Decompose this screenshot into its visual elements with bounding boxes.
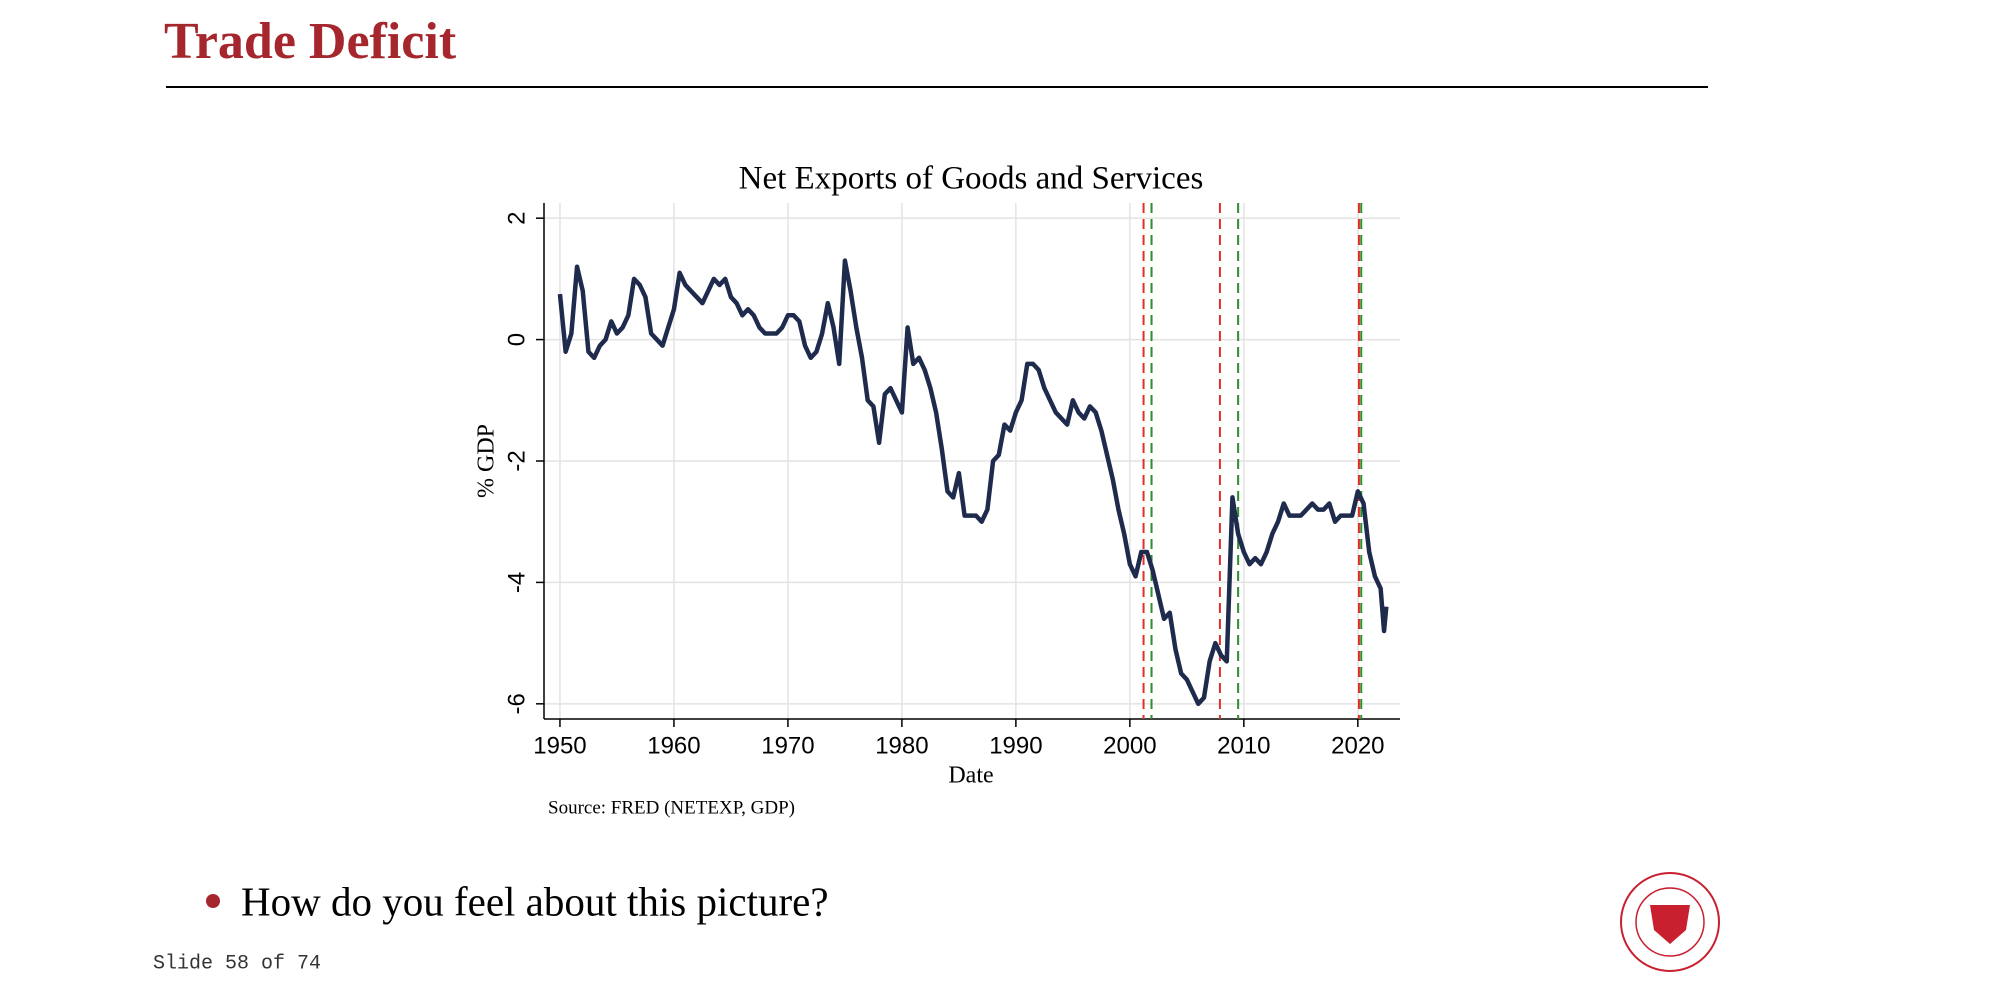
x-tick-label: 1960 (647, 732, 700, 759)
x-tick-label: 2000 (1103, 732, 1156, 759)
bullet-text: How do you feel about this picture? (241, 878, 829, 924)
x-tick-label: 1990 (989, 732, 1042, 759)
slide-title: Trade Deficit (164, 13, 457, 70)
x-tick-label: 1980 (875, 732, 928, 759)
data-line (557, 258, 1389, 707)
x-tick-label: 1970 (761, 732, 814, 759)
x-tick-label: 1950 (533, 732, 586, 759)
x-tick-label: 2010 (1217, 732, 1270, 759)
x-tick-label: 2020 (1331, 732, 1384, 759)
y-tick-label: -6 (503, 693, 530, 714)
bullet-dot (206, 894, 220, 908)
chart-title: Net Exports of Goods and Services (739, 161, 1204, 197)
source-note: Source: FRED (NETEXP, GDP) (548, 797, 795, 818)
y-tick-label: 0 (503, 333, 530, 346)
slide-number: Slide 58 of 74 (153, 952, 321, 975)
y-axis-label: % GDP (474, 424, 500, 498)
y-tick-label: 2 (503, 211, 530, 224)
y-tick-label: -2 (503, 450, 530, 471)
y-tick-label: -4 (503, 572, 530, 593)
x-axis-label: Date (948, 763, 993, 789)
university-logo (1620, 872, 1720, 972)
